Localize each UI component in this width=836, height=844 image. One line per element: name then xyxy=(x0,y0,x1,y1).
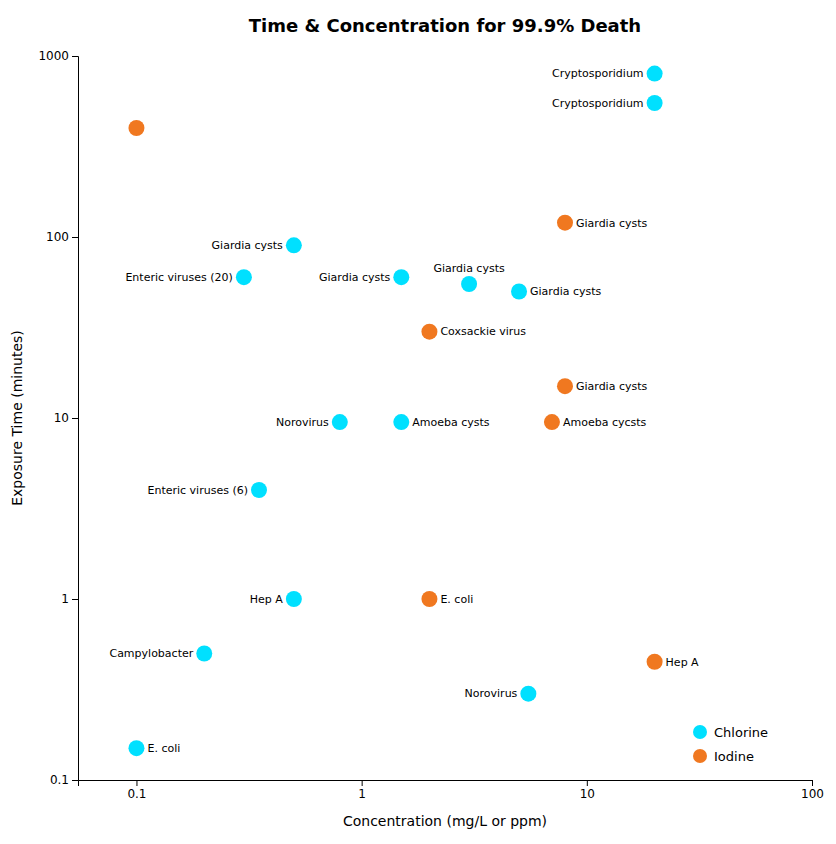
point-label: Norovirus xyxy=(276,416,329,429)
tick-label: 1 xyxy=(61,592,69,606)
tick: 100 xyxy=(46,230,78,244)
point-label: Giardia cysts xyxy=(433,262,505,275)
point xyxy=(393,414,409,430)
legend-label: Chlorine xyxy=(714,725,768,740)
point xyxy=(511,283,527,299)
x-axis: 0.1 1 10 100 xyxy=(79,780,824,801)
point xyxy=(236,269,252,285)
points xyxy=(128,66,662,757)
point xyxy=(128,740,144,756)
point-label: Cryptosporidium xyxy=(552,67,644,80)
y-axis: 0.1 1 10 100 1000 xyxy=(38,49,78,787)
point xyxy=(393,269,409,285)
tick: 10 xyxy=(54,411,78,425)
tick-mark xyxy=(587,780,588,786)
point xyxy=(647,95,663,111)
point xyxy=(557,378,573,394)
tick: 1 xyxy=(61,592,78,606)
point xyxy=(286,591,302,607)
plot-area: 0.1 1 10 100 0.1 1 10 100 1000 E. coli Campylobact… xyxy=(38,49,824,800)
tick: 1000 xyxy=(38,49,78,63)
tick-mark xyxy=(72,599,78,600)
y-axis-title: Exposure Time (minutes) xyxy=(9,330,25,506)
tick-label: 100 xyxy=(46,230,69,244)
point-label: E. coli xyxy=(147,742,180,755)
point-label: Campylobacter xyxy=(109,647,193,660)
tick-label: 10 xyxy=(54,411,69,425)
series xyxy=(128,120,662,670)
tick: 100 xyxy=(801,780,824,801)
point xyxy=(544,414,560,430)
point xyxy=(196,645,212,661)
series xyxy=(128,66,662,757)
point-label: Giardia cysts xyxy=(576,217,648,230)
legend-item: Iodine xyxy=(693,749,754,764)
point-labels: E. coli Campylobacter Hep A Enteric viruses… xyxy=(109,67,699,755)
tick: 0.1 xyxy=(50,773,78,787)
legend-swatch xyxy=(693,725,707,739)
point xyxy=(332,414,348,430)
point-label: Hep A xyxy=(666,656,700,669)
tick-mark xyxy=(72,237,78,238)
tick-label: 10 xyxy=(580,787,595,801)
point xyxy=(421,324,437,340)
tick-label: 1 xyxy=(358,787,366,801)
tick-label: 0.1 xyxy=(50,773,69,787)
point xyxy=(251,482,267,498)
point-label: Hep A xyxy=(250,593,284,606)
tick-mark xyxy=(362,780,363,786)
tick-label: 0.1 xyxy=(127,787,146,801)
point-label: Giardia cysts xyxy=(319,271,391,284)
title: Time & Concentration for 99.9% Death xyxy=(249,15,641,36)
legend: Chlorine Iodine xyxy=(693,725,768,764)
tick-mark xyxy=(72,780,78,781)
point xyxy=(647,66,663,82)
tick-mark xyxy=(72,418,78,419)
tick-label: 100 xyxy=(801,787,824,801)
tick-mark xyxy=(72,56,78,57)
legend-swatch xyxy=(693,749,707,763)
axis-line xyxy=(79,781,813,787)
point-label: Enteric viruses (6) xyxy=(147,484,248,497)
point xyxy=(128,120,144,136)
point xyxy=(421,591,437,607)
point xyxy=(647,654,663,670)
tick-mark xyxy=(136,780,137,786)
x-axis-title: Concentration (mg/L or ppm) xyxy=(343,813,547,829)
point-label: Norovirus xyxy=(465,687,518,700)
tick: 0.1 xyxy=(127,780,146,801)
tick: 1 xyxy=(358,780,366,801)
point-label: Giardia cysts xyxy=(212,239,284,252)
point xyxy=(557,215,573,231)
point xyxy=(520,686,536,702)
point-label: Enteric viruses (20) xyxy=(125,271,233,284)
point xyxy=(461,276,477,292)
tick-label: 1000 xyxy=(38,49,69,63)
point-label: Coxsackie virus xyxy=(440,325,526,338)
legend-item: Chlorine xyxy=(693,725,768,740)
tick: 10 xyxy=(580,780,595,801)
axis-line xyxy=(72,57,79,781)
point-label: Cryptosporidium xyxy=(552,97,644,110)
point-label: E. coli xyxy=(440,593,473,606)
point-label: Amoeba cysts xyxy=(412,416,490,429)
point-label: Giardia cysts xyxy=(530,285,602,298)
chart: 0.1 1 10 100 0.1 1 10 100 1000 E. coli Campylobact… xyxy=(0,0,836,844)
point xyxy=(286,237,302,253)
tick-mark xyxy=(812,780,813,786)
point-label: Amoeba cycsts xyxy=(563,416,647,429)
legend-label: Iodine xyxy=(714,749,754,764)
point-label: Giardia cysts xyxy=(576,380,648,393)
